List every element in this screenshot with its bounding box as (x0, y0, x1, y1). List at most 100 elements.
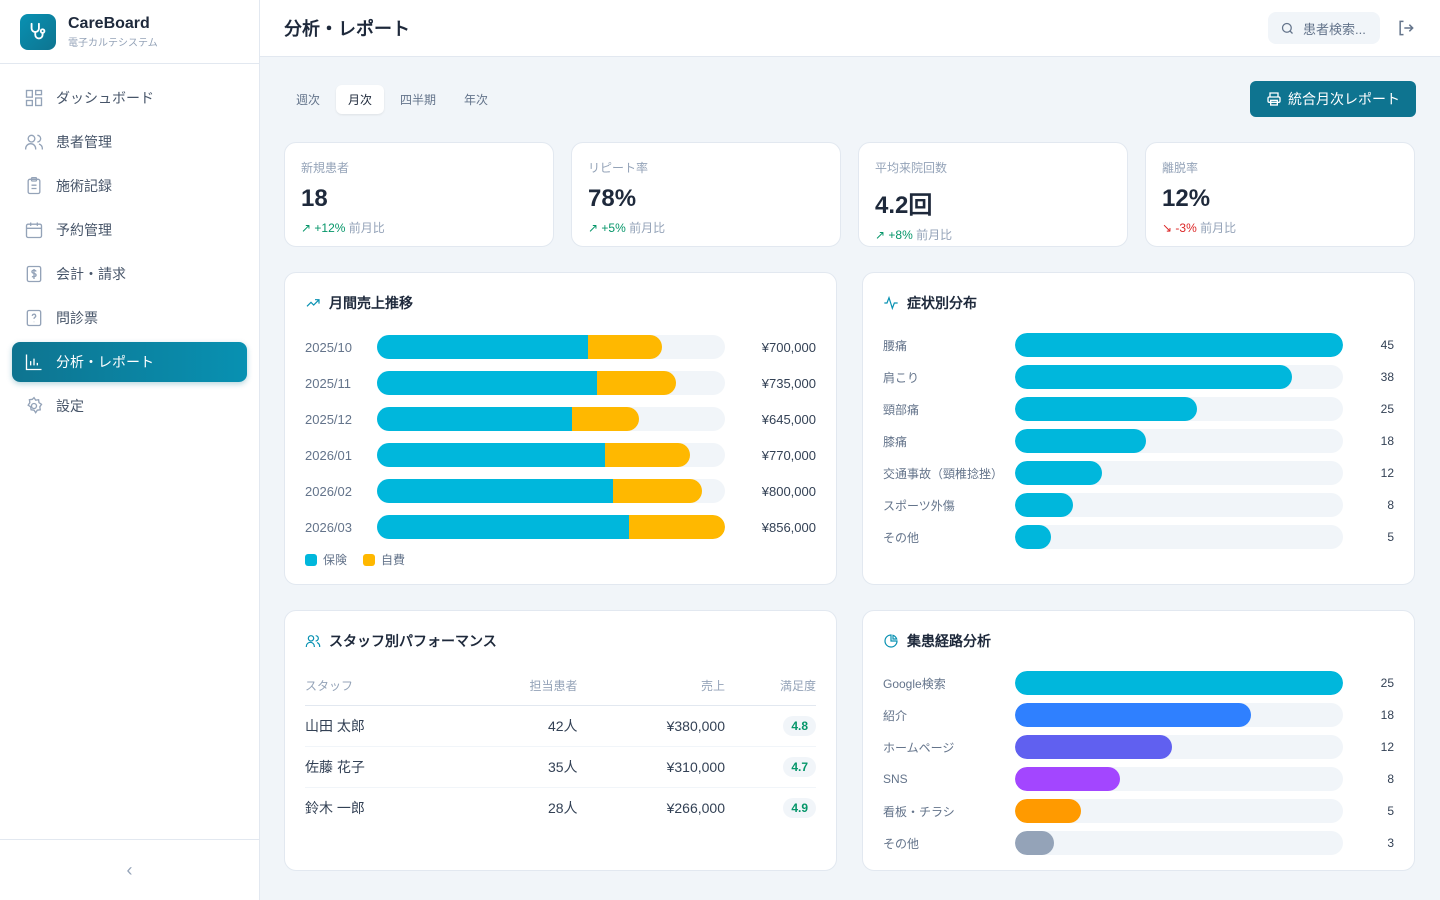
bar-insurance (377, 515, 630, 539)
question-icon (26, 309, 42, 327)
table-row[interactable]: 山田 太郎 42人 ¥380,000 4.8 (305, 705, 816, 747)
total-label: ¥700,000 (761, 339, 816, 355)
bar-row: 頸部痛 25 (883, 393, 1394, 425)
satisfaction-badge: 4.7 (783, 756, 816, 777)
bar (1015, 703, 1252, 727)
table-cell: ¥266,000 (666, 799, 726, 816)
bar (1015, 831, 1055, 855)
panel-title: スタッフ別パフォーマンス (329, 633, 497, 649)
sidebar-item-dollar[interactable]: 会計・請求 (12, 254, 247, 294)
trending-up-icon (306, 299, 320, 307)
sidebar-item-users[interactable]: 患者管理 (12, 122, 247, 162)
bar-track (377, 335, 725, 359)
value-label: 8 (1387, 772, 1394, 786)
sales-row: 2025/11 ¥735,000 (305, 365, 816, 401)
bar-track (1015, 429, 1343, 453)
staff-table: スタッフ 担当患者 売上 満足度 山田 太郎 42人 ¥380,000 4.8 佐藤 花子 35人… (305, 667, 816, 828)
value-label: 12 (1380, 466, 1394, 480)
dashboard-icon (25, 89, 43, 107)
bar-row: その他 5 (883, 521, 1394, 553)
stat-delta-suffix: 前月比 (916, 228, 953, 242)
sidebar-item-label: 問診票 (56, 310, 98, 326)
table-cell: 山田 太郎 (305, 705, 457, 747)
bar (1015, 493, 1074, 517)
bar-track (377, 515, 725, 539)
bar-row: 紹介 18 (883, 699, 1394, 731)
sidebar-item-calendar[interactable]: 予約管理 (12, 210, 247, 250)
column-header[interactable]: 満足度 (725, 667, 816, 706)
panel-title: 症状別分布 (907, 295, 977, 311)
stat-card: リピート率 78% ↗ +5% 前月比 (571, 142, 841, 247)
sidebar: CareBoard 電子カルテシステム ダッシュボード 患者管理 施術記録 予約管理会… (0, 0, 260, 900)
stat-value: 78% (588, 185, 637, 212)
category-label: 2025/12 (305, 411, 352, 427)
table-cell: ¥380,000 (577, 705, 726, 747)
satisfaction-badge: 4.8 (783, 715, 816, 736)
category-label: 腰痛 (883, 338, 908, 353)
table-cell: 4.8 (725, 705, 816, 747)
column-header[interactable]: 担当患者 (456, 667, 578, 706)
value-label: 18 (1380, 434, 1394, 448)
bar (1015, 365, 1292, 389)
staff-performance-panel: スタッフ別パフォーマンス スタッフ 担当患者 売上 満足度 山田 太郎 42人 ¥380,0… (284, 610, 837, 871)
users-icon (25, 134, 43, 150)
value-label: 45 (1380, 338, 1394, 352)
sidebar-item-chart[interactable]: 分析・レポート (12, 342, 247, 382)
legend-insurance: 保険 (305, 551, 347, 568)
users-icon (305, 635, 321, 647)
stat-label: 平均来院回数 (875, 161, 948, 175)
sidebar-nav: ダッシュボード 患者管理 施術記録予約管理会計・請求問診票分析・レポート 設定 (0, 64, 259, 444)
value-label: 3 (1387, 836, 1394, 850)
sales-row: 2025/10 ¥700,000 (305, 329, 816, 365)
bar-insurance (377, 407, 573, 431)
search-input[interactable]: 患者検索... (1268, 12, 1380, 44)
sidebar-item-clipboard[interactable]: 施術記録 (12, 166, 247, 206)
tab-period[interactable]: 年次 (464, 92, 489, 107)
category-label: SNS (883, 772, 908, 786)
bar-row: 腰痛 45 (883, 329, 1394, 361)
column-header[interactable]: スタッフ (305, 667, 457, 706)
tab-period[interactable]: 四半期 (400, 92, 437, 107)
search-icon (1281, 22, 1293, 34)
tab-period[interactable]: 月次 (336, 84, 385, 114)
value-label: 38 (1380, 370, 1394, 384)
bar (1015, 333, 1343, 357)
stat-delta: +12% (314, 221, 346, 235)
monthly-report-button[interactable]: 統合月次レポート (1250, 81, 1416, 117)
logout-icon[interactable] (1396, 18, 1416, 38)
category-label: 2025/11 (305, 375, 352, 391)
bar-track (1015, 493, 1343, 517)
stat-delta: -3% (1175, 221, 1197, 235)
stat-delta-suffix: 前月比 (1200, 221, 1237, 235)
app-subtitle: 電子カルテシステム (68, 37, 158, 49)
table-row[interactable]: 佐藤 花子 35人 ¥310,000 4.7 (305, 746, 816, 788)
value-label: 5 (1387, 804, 1394, 818)
category-label: 2026/02 (305, 483, 352, 499)
table-row[interactable]: 鈴木 一郎 28人 ¥266,000 4.9 (305, 787, 816, 828)
total-label: ¥645,000 (761, 411, 816, 427)
sidebar-item-label: 予約管理 (56, 222, 112, 238)
sidebar-item-question[interactable]: 問診票 (12, 298, 247, 338)
bar (1015, 429, 1147, 453)
bar-track (377, 443, 725, 467)
bar-row: 膝痛 18 (883, 425, 1394, 457)
category-label: その他 (883, 530, 920, 545)
sidebar-item-gear[interactable]: 設定 (12, 386, 247, 426)
bar-track (377, 371, 725, 395)
legend-self-pay: 自費 (363, 551, 405, 568)
column-header[interactable]: 売上 (577, 667, 726, 706)
bar-self-pay (596, 371, 676, 395)
bar (1015, 525, 1052, 549)
bar (1015, 397, 1198, 421)
stat-label: 離脱率 (1162, 161, 1199, 175)
bar-track (1015, 397, 1343, 421)
bar-track (1015, 461, 1343, 485)
collapse-sidebar-button[interactable]: ‹ (0, 839, 259, 900)
bar-row: SNS 8 (883, 763, 1394, 795)
sidebar-item-dashboard[interactable]: ダッシュボード (12, 78, 247, 118)
value-label: 25 (1380, 676, 1394, 690)
bar-insurance (377, 479, 613, 503)
tab-period[interactable]: 週次 (296, 92, 321, 107)
category-label: 交通事故（頸椎捻挫） (883, 466, 1004, 481)
table-cell: 4.9 (725, 787, 816, 828)
